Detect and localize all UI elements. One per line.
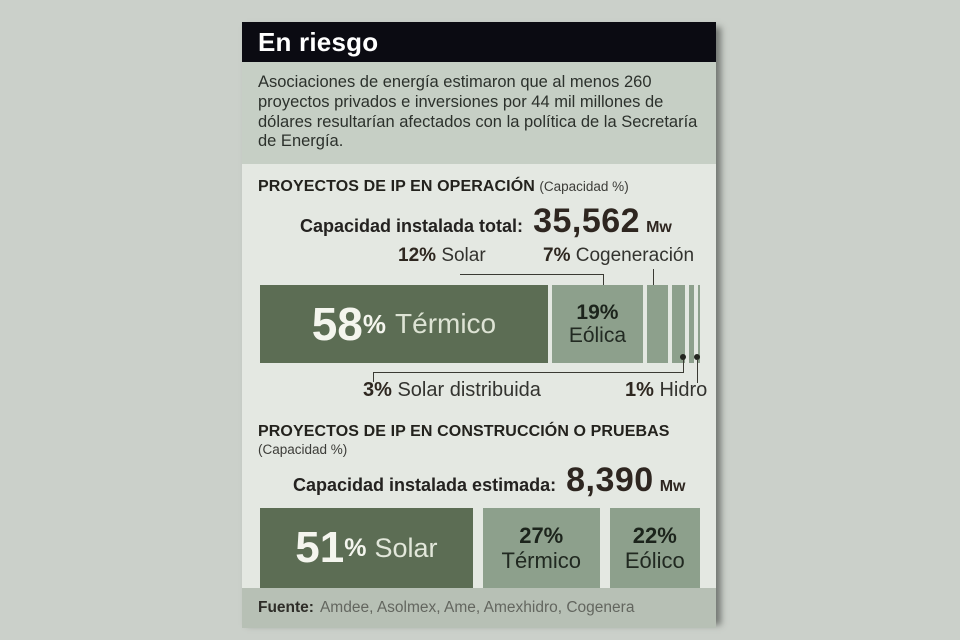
callout-hidro-label: Hidro [659,379,708,402]
infographic-card: En riesgo Asociaciones de energía estima… [242,22,716,629]
leader-line-cogeneracion [653,269,654,295]
bar-solar-value: 51 [295,523,345,573]
leader-line-solar-distribuida [373,372,684,383]
charts-area: PROYECTOS DE IP EN OPERACIÓN (Capacidad … [242,164,716,589]
total1-value: 35,562 [533,202,641,241]
source-label: Fuente: [258,599,314,617]
total1-unit: Mw [646,219,672,237]
total1-label: Capacidad instalada total: [300,216,524,237]
bar-termico-pct: 27% [519,522,564,548]
segment-eolica: 19% Eólica [551,285,643,364]
callout-solar-distribuida-pct: 3% [363,379,392,402]
leader-line-solar-distribuida-stub [683,360,684,373]
segment-hidro [698,285,700,364]
leader-line-hidro [697,360,698,384]
page-title: En riesgo [258,26,379,57]
callout-hidro: 1% Hidro [625,379,707,402]
callout-solar-pct: 12% [398,245,437,267]
leader-dot-solar-distribuida [680,354,686,361]
section1-title-text: PROYECTOS DE IP EN OPERACIÓN [258,178,535,196]
callout-cogeneracion-label: Cogeneración [575,245,695,267]
leader-line-solar [460,274,604,295]
callout-solar-label: Solar [441,245,486,267]
segment-cogeneracion [672,285,685,364]
intro-paragraph: Asociaciones de energía estimaron que al… [242,62,716,165]
segment-eolica-pct: 19% [576,301,619,325]
bar-solar-percent-sign: % [344,533,367,562]
bar-termico-label: Térmico [501,548,581,574]
section2-title-text: PROYECTOS DE IP EN CONSTRUCCIÓN O PRUEBA… [258,423,670,441]
segment-eolica-label: Eólica [568,324,627,348]
bar-termico: 27% Térmico [482,508,600,589]
segment-termico: 58% Térmico [260,285,548,364]
source-footer: Fuente: Amdee, Asolmex, Ame, Amexhidro, … [242,588,716,629]
bar-eolico-pct: 22% [632,522,677,548]
bar-eolico: 22% Eólico [609,508,701,589]
total-capacity-line-2: Capacidad instalada estimada: 8,390 Mw [293,461,700,500]
total2-unit: Mw [659,478,686,496]
segment-termico-percent-sign: % [362,309,387,340]
bar-solar: 51% Solar [260,508,473,589]
section1-capacity-note: (Capacidad %) [539,179,629,195]
operation-stacked-bar-chart: 12% Solar 7% Cogeneración 58% Térmico 19… [260,243,707,411]
segment-solar-distribuida [688,285,695,364]
total-capacity-line-1: Capacidad instalada total: 35,562 Mw [300,202,700,241]
callout-solar-distribuida: 3% Solar distribuida [363,379,541,402]
leader-dot-hidro [694,354,700,361]
callout-cogeneracion-pct: 7% [543,245,571,267]
segment-solar [646,285,669,364]
segment-termico-label: Térmico [395,308,497,340]
operation-section-title: PROYECTOS DE IP EN OPERACIÓN (Capacidad … [258,178,700,196]
source-list: Amdee, Asolmex, Ame, Amexhidro, Cogenera [319,599,635,617]
total2-label: Capacidad instalada estimada: [293,475,557,496]
total2-value: 8,390 [566,461,654,500]
segment-termico-value: 58 [311,298,363,351]
construction-bar-chart: 51% Solar 27% Térmico 22% Eólico [260,508,701,589]
section2-capacity-note: (Capacidad %) [258,442,348,458]
bar-eolico-label: Eólico [624,548,685,574]
callout-cogeneracion: 7% Cogeneración [543,245,694,267]
stacked-bar: 58% Térmico 19% Eólica [260,285,700,364]
callout-hidro-pct: 1% [625,379,654,402]
construction-section-title: PROYECTOS DE IP EN CONSTRUCCIÓN O PRUEBA… [258,423,700,459]
header-bar: En riesgo [242,22,716,62]
bar-solar-label: Solar [374,532,438,563]
callout-solar: 12% Solar [398,245,486,267]
callout-solar-distribuida-label: Solar distribuida [397,379,541,402]
